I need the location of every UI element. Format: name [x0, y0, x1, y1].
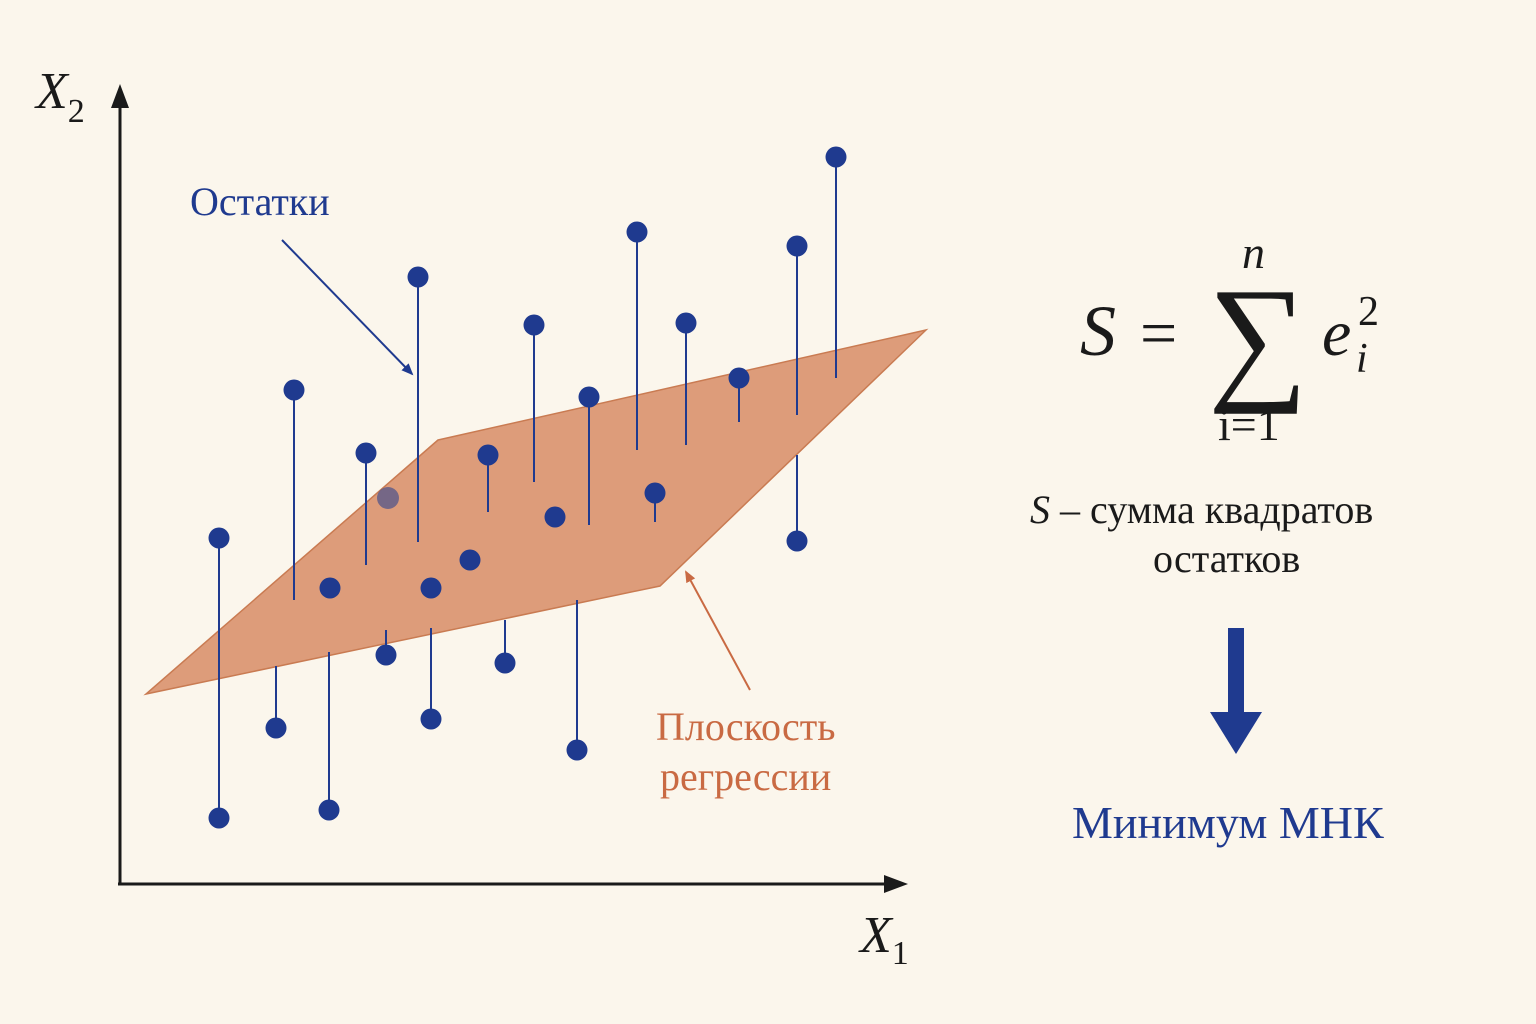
data-point: [644, 482, 666, 504]
formula-description-line1: S – сумма квадратов: [1030, 487, 1373, 532]
data-point: [523, 314, 545, 336]
data-point: [477, 444, 499, 466]
data-point: [675, 312, 697, 334]
data-point: [578, 386, 600, 408]
data-point: [318, 799, 340, 821]
data-point: [626, 221, 648, 243]
data-point: [208, 807, 230, 829]
data-point: [420, 708, 442, 730]
formula-term-superscript: 2: [1358, 289, 1379, 335]
data-point: [566, 739, 588, 761]
axes: [111, 84, 908, 893]
plane-label-line1: Плоскость: [656, 704, 835, 749]
formula-description-line2: остатков: [1153, 536, 1300, 581]
data-point: [319, 577, 341, 599]
data-point: [786, 530, 808, 552]
y-axis-label: X2: [34, 63, 85, 130]
data-point: [375, 644, 397, 666]
data-point: [494, 652, 516, 674]
formula-lower-limit: i=1: [1218, 399, 1280, 450]
sum-symbol-icon: ∑: [1208, 260, 1308, 415]
formula-term-subscript: i: [1356, 336, 1368, 382]
x-axis-arrow-icon: [884, 875, 908, 893]
formula-lhs: S: [1080, 291, 1116, 371]
data-point: [283, 379, 305, 401]
plane-pointer-arrow: [685, 570, 751, 691]
plane-label-line2: регрессии: [660, 754, 831, 799]
data-point: [728, 367, 750, 389]
data-point: [420, 577, 442, 599]
data-point: [825, 146, 847, 168]
data-point: [355, 442, 377, 464]
residuals-pointer-arrow: [281, 239, 414, 376]
result-label: Минимум МНК: [1072, 797, 1384, 848]
down-arrow-icon: [1210, 628, 1262, 754]
regression-plane: [143, 328, 929, 696]
residuals-label: Остатки: [190, 179, 330, 224]
formula-term: e: [1322, 297, 1351, 370]
data-point: [459, 549, 481, 571]
data-point: [377, 487, 399, 509]
x-axis-label: X1: [858, 907, 909, 972]
sum-of-squares-formula: S = ∑ n i=1 e 2 i: [1080, 227, 1379, 450]
data-point: [544, 506, 566, 528]
data-point: [407, 266, 429, 288]
formula-equals: =: [1140, 297, 1177, 370]
data-point: [265, 717, 287, 739]
data-points: [208, 146, 847, 829]
data-point: [208, 527, 230, 549]
data-point: [786, 235, 808, 257]
formula-upper-limit: n: [1242, 227, 1265, 278]
y-axis-arrow-icon: [111, 84, 129, 108]
